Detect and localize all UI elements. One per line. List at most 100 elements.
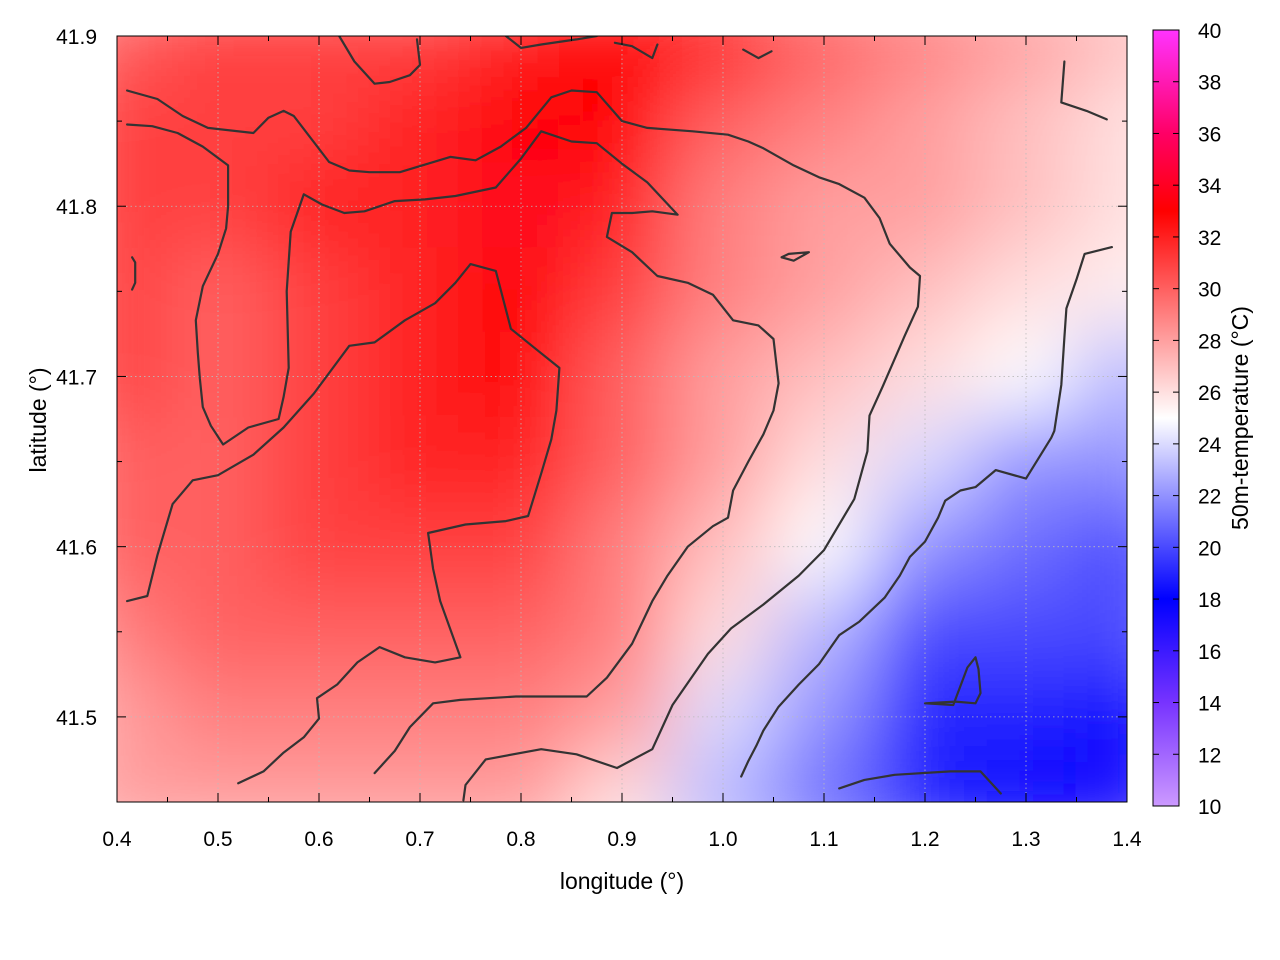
y-axis-title: latitude (°) [25,367,51,472]
contour-line [125,123,780,775]
y-axis-tick-labels: 41.5 41.6 41.7 41.8 41.9 [56,26,97,730]
contour-line [125,89,922,802]
colorbar-tick-label: 18 [1198,589,1221,612]
contour-line [838,770,1002,795]
x-tick-label: 0.9 [607,828,636,851]
heatmap-cell [873,247,977,335]
heatmap-cell [873,332,977,420]
colorbar-tick-label: 14 [1198,693,1222,716]
colorbar-tick-label: 26 [1198,382,1221,405]
heatmap-cell [1075,36,1127,80]
heatmap-cell [117,36,169,80]
axis-ticks [116,35,1128,802]
colorbar-ticks [1153,29,1179,807]
colorbar-tick-label: 36 [1198,123,1221,146]
heatmap-cell [671,588,775,676]
heatmap-cell [469,77,573,165]
heatmap-cell [469,247,573,335]
contour-line [740,246,1114,778]
x-tick-label: 0.4 [102,828,132,851]
heatmap-cell [117,758,169,802]
colorbar-tick-label: 40 [1198,20,1221,43]
colorbar-tick-label: 20 [1198,537,1221,560]
heatmap-cell [166,588,270,676]
contour-line [338,36,422,85]
y-tick-label: 41.7 [56,366,97,389]
colorbar-tick-label: 30 [1198,279,1221,302]
colorbar-tick-label: 22 [1198,486,1221,509]
heatmap-cell [671,332,775,420]
heatmap-cell [117,77,169,165]
heatmap-cell [671,418,775,506]
y-tick-label: 41.5 [56,707,97,730]
contour-line [131,256,137,291]
colorbar-title: 50m-temperature (°C) [1227,306,1253,530]
contour-line [1060,60,1108,121]
x-tick-label: 1.3 [1011,828,1040,851]
heatmap-cell [671,247,775,335]
x-tick-label: 0.7 [405,828,434,851]
colorbar-tick-label: 38 [1198,72,1221,95]
colorbar-tick-label: 10 [1198,796,1221,819]
heatmap-cell [469,418,573,506]
heatmap-cell [570,418,674,506]
y-tick-label: 41.6 [56,537,97,560]
x-axis-title: longitude (°) [560,868,684,894]
heatmap-cell [469,588,573,676]
contour-line [125,263,561,785]
heatmap-cell [974,247,1078,335]
heatmap-cell [117,247,169,335]
heatmap-cell [974,588,1078,676]
x-axis-tick-labels: 0.4 0.5 0.6 0.7 0.8 0.9 1.0 1.1 1.2 1.3 1.4 [102,828,1142,851]
heatmap-cell [1075,247,1127,335]
heatmap-cell [1075,588,1127,676]
heatmap-cell [772,77,876,165]
heatmap-cell [1075,418,1127,506]
plot-area [116,35,1128,803]
heatmap-cell [873,588,977,676]
heatmap-cell [873,77,977,165]
x-tick-label: 1.4 [1112,828,1142,851]
colorbar-tick-labels: 10 12 14 16 18 20 22 24 26 28 30 32 34 36 38 40 [1198,20,1222,819]
x-tick-label: 0.5 [203,828,232,851]
colorbar-tick-label: 12 [1198,744,1221,767]
heatmap-cell [1075,77,1127,165]
y-tick-label: 41.8 [56,196,97,219]
heatmap-cell [974,77,1078,165]
heatmap-cell [166,77,270,165]
heatmap-cell [368,247,472,335]
colorbar: 10 12 14 16 18 20 22 24 26 28 30 32 34 36 38 40 50m-tem… [1152,20,1253,819]
colorbar-tick-label: 16 [1198,641,1221,664]
colorbar-tick-label: 32 [1198,227,1221,250]
contour-line [742,48,773,60]
heatmap-cell [1075,758,1127,802]
contour-line [613,41,659,60]
heatmap-cell [570,588,674,676]
colorbar-tick-label: 24 [1198,434,1222,457]
x-tick-label: 0.6 [304,828,333,851]
contour-line [780,251,811,262]
heatmap-cell [117,588,169,676]
x-tick-label: 0.8 [506,828,535,851]
x-tick-label: 1.1 [809,828,838,851]
heatmap-cell [570,247,674,335]
heatmap-cell [166,332,270,420]
contour-line [923,656,982,707]
heatmap-cell [671,77,775,165]
heatmap-cell [772,418,876,506]
heatmap-cell [772,247,876,335]
heatmap-cell [772,588,876,676]
x-tick-label: 1.0 [708,828,737,851]
x-tick-label: 1.2 [910,828,939,851]
heatmap-cell [267,418,371,506]
heatmap-cell [368,418,472,506]
heatmap-cell [267,247,371,335]
heatmap-cell [267,588,371,676]
colorbar-gradient [1152,29,1180,807]
heatmap-cell [166,247,270,335]
y-tick-label: 41.9 [56,26,97,49]
heatmap-cell [117,418,169,506]
colorbar-tick-label: 34 [1198,175,1222,198]
contour-lines [125,36,1114,802]
